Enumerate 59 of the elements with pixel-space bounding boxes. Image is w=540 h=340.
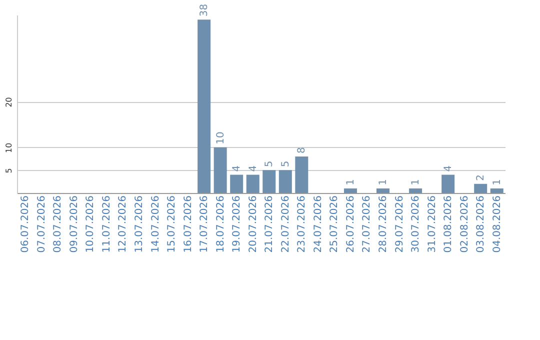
bar [262, 170, 276, 193]
x-tick-label: 22.07.2026 [280, 196, 292, 253]
data-label: 1 [410, 179, 422, 186]
y-tick-label: 10 [4, 142, 14, 153]
bar [490, 188, 504, 193]
data-label: 8 [296, 147, 308, 154]
data-label: 4 [248, 165, 259, 172]
bar [295, 156, 308, 193]
x-tick-label: 07.07.2026 [36, 196, 48, 253]
x-tick-label: 03.08.2026 [476, 196, 487, 253]
data-label: 38 [199, 4, 210, 17]
bar [214, 147, 227, 193]
x-tick-label: 15.07.2026 [166, 196, 178, 253]
x-tick-label: 02.08.2026 [459, 196, 470, 253]
x-tick-label: 01.08.2026 [443, 196, 454, 253]
bar [442, 174, 455, 193]
x-tick-label: 17.07.2026 [199, 196, 210, 253]
x-tick-label: 25.07.2026 [329, 196, 340, 253]
data-label: 1 [345, 179, 356, 186]
data-label: 1 [492, 179, 503, 186]
x-tick-label: 14.07.2026 [150, 196, 162, 253]
x-tick-label: 10.07.2026 [85, 196, 96, 253]
x-tick-label: 11.07.2026 [101, 196, 112, 253]
bar [230, 174, 244, 193]
data-label: 5 [280, 160, 292, 168]
data-label: 4 [443, 165, 454, 172]
x-tick-label: 06.07.2026 [20, 196, 32, 253]
bar [474, 184, 488, 193]
x-tick-label: 27.07.2026 [362, 196, 373, 253]
bar [376, 188, 390, 193]
x-tick-label: 04.08.2026 [492, 196, 503, 253]
x-tick-label: 26.07.2026 [345, 196, 356, 253]
x-tick-label: 29.07.2026 [394, 196, 406, 253]
x-tick-label: 12.07.2026 [118, 196, 129, 253]
x-tick-label: 21.07.2026 [264, 196, 276, 253]
y-tick-label: 20 [4, 97, 14, 108]
x-tick-label: 31.07.2026 [426, 196, 438, 253]
data-label: 2 [476, 174, 487, 181]
data-label: 10 [215, 132, 226, 144]
data-label: 4 [232, 165, 243, 172]
bar [409, 188, 422, 193]
x-tick-label: 18.07.2026 [215, 196, 226, 253]
x-tick-label: 09.07.2026 [68, 196, 80, 253]
data-label: 1 [378, 179, 389, 186]
bar [198, 20, 211, 193]
x-tick-label: 30.07.2026 [410, 196, 422, 253]
bar [278, 170, 292, 193]
x-tick-label: 19.07.2026 [232, 196, 243, 253]
x-tick-label: 28.07.2026 [378, 196, 389, 253]
x-tick-label: 24.07.2026 [312, 196, 324, 253]
x-tick-label: 08.07.2026 [52, 196, 64, 253]
data-label: 5 [264, 160, 276, 168]
bar [246, 174, 260, 193]
x-tick-label: 23.07.2026 [296, 196, 308, 253]
x-tick-label: 16.07.2026 [182, 196, 194, 253]
bar [344, 188, 357, 193]
x-tick-label: 20.07.2026 [248, 196, 259, 253]
x-tick-label: 13.07.2026 [134, 196, 145, 253]
y-tick-label: 5 [4, 168, 14, 174]
